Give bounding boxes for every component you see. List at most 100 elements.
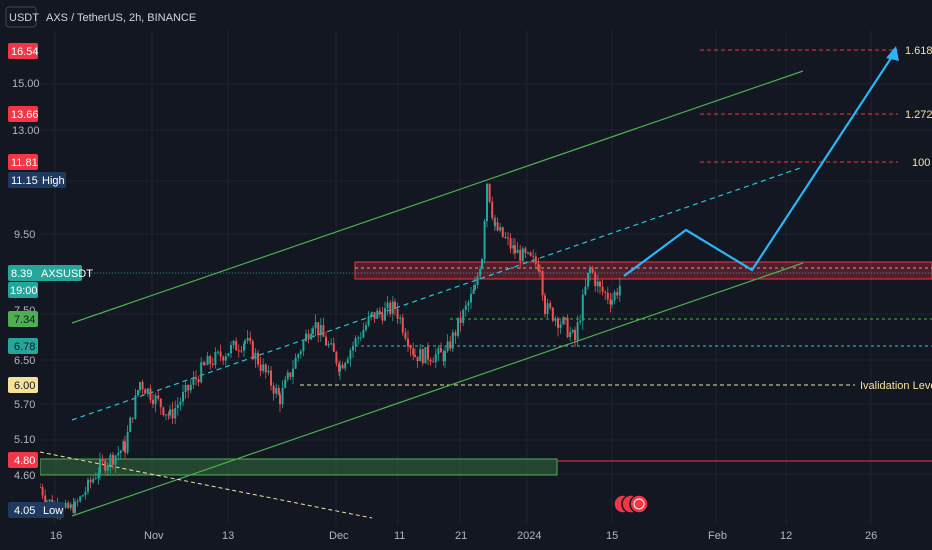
candle-body xyxy=(330,343,333,345)
candle-body xyxy=(159,398,162,408)
candle-body xyxy=(352,345,354,351)
candle-body xyxy=(237,350,240,352)
price-tag-level-teal: 6.78 xyxy=(8,338,38,354)
candle-body xyxy=(551,307,554,321)
candle-body xyxy=(434,354,437,362)
svg-text:6.00: 6.00 xyxy=(14,380,35,392)
candle-body xyxy=(407,338,409,347)
events-icon[interactable] xyxy=(613,494,649,514)
candle-body xyxy=(97,473,100,479)
candle-body xyxy=(281,387,284,405)
candle-body xyxy=(516,249,519,254)
price-tag-support: 4.80 xyxy=(8,452,38,468)
descending-trendline xyxy=(39,451,373,519)
candle-body xyxy=(317,322,320,336)
candle-body xyxy=(67,502,70,508)
candle-body xyxy=(294,357,297,369)
candle-body xyxy=(182,392,184,402)
candle-body xyxy=(419,349,422,362)
candle-body xyxy=(332,343,335,352)
candle-body xyxy=(84,491,87,496)
candle-body xyxy=(367,316,370,326)
candle-body xyxy=(119,450,122,454)
candle-body xyxy=(389,302,392,314)
candle-body xyxy=(494,222,496,227)
price-tag-level-green: 7.34 xyxy=(8,311,38,327)
candle-body xyxy=(446,341,449,351)
candle-body xyxy=(521,248,524,261)
candle-body xyxy=(488,183,491,202)
candle-body xyxy=(571,330,574,333)
candle-body xyxy=(126,432,129,453)
x-tick-label: Feb xyxy=(708,530,727,542)
price-tag-low: 4.05 Low xyxy=(8,502,64,518)
candle-body xyxy=(106,465,109,471)
candle-body xyxy=(559,324,562,328)
candle-body xyxy=(187,384,190,391)
svg-text:7.34: 7.34 xyxy=(14,314,35,326)
channel-lower-line xyxy=(71,262,804,517)
candle-body xyxy=(409,346,412,349)
candle-body xyxy=(541,271,544,296)
candle-body xyxy=(114,455,117,465)
svg-text:6.78: 6.78 xyxy=(14,341,35,353)
candle-body xyxy=(217,351,219,353)
candle-body xyxy=(99,459,101,474)
svg-text:Low: Low xyxy=(43,505,63,517)
candle-body xyxy=(416,356,419,362)
candle-body xyxy=(474,285,476,290)
candle-body xyxy=(574,330,576,341)
candle-body xyxy=(117,453,120,456)
candle-body xyxy=(384,308,386,321)
svg-text:8.39: 8.39 xyxy=(11,268,32,280)
candle-body xyxy=(524,248,527,253)
candle-body xyxy=(259,364,262,371)
candle-body xyxy=(176,404,179,408)
candle-body xyxy=(240,350,243,352)
currency-badge[interactable]: USDT xyxy=(5,6,39,28)
price-tag-fib-100: 11.81 xyxy=(8,154,38,170)
candle-body xyxy=(230,345,232,354)
fib-label-100: 100 xyxy=(912,157,930,169)
candle-body xyxy=(357,337,360,339)
fib-label-1272: 1.272 xyxy=(905,109,932,121)
candle-body xyxy=(129,417,132,433)
x-tick-label: 16 xyxy=(50,530,62,542)
candle-body xyxy=(144,389,147,394)
candle-body xyxy=(149,388,152,400)
price-tag-invalidation: 6.00 xyxy=(8,377,38,393)
resistance-zone xyxy=(354,261,932,280)
candle-body xyxy=(611,300,613,305)
candle-body xyxy=(594,272,597,287)
candle-body xyxy=(222,356,225,361)
candle-body xyxy=(472,289,475,294)
candle-body xyxy=(257,352,259,365)
candle-body xyxy=(124,441,126,453)
candle-body xyxy=(307,333,310,340)
candle-body xyxy=(587,272,589,287)
candle-body xyxy=(491,201,494,218)
candle-body xyxy=(606,292,609,300)
candle-body xyxy=(69,504,72,508)
svg-text:13.66: 13.66 xyxy=(11,109,39,121)
candle-body xyxy=(251,341,254,360)
candle-body xyxy=(371,312,373,314)
candle-body xyxy=(184,384,187,393)
candle-body xyxy=(479,268,482,277)
candle-body xyxy=(312,328,314,334)
svg-text:USDT: USDT xyxy=(9,12,39,24)
svg-text:High: High xyxy=(42,175,65,187)
candle-body xyxy=(264,364,267,373)
candle-body xyxy=(310,333,313,340)
candle-body xyxy=(167,414,170,416)
candle-body xyxy=(146,388,149,394)
candle-body xyxy=(339,364,341,372)
candle-body xyxy=(554,318,557,321)
candle-body xyxy=(507,237,509,239)
candle-body xyxy=(370,313,373,317)
candle-body xyxy=(341,364,344,369)
candle-body xyxy=(305,333,307,342)
candle-body xyxy=(92,478,95,483)
candle-body xyxy=(459,317,462,323)
